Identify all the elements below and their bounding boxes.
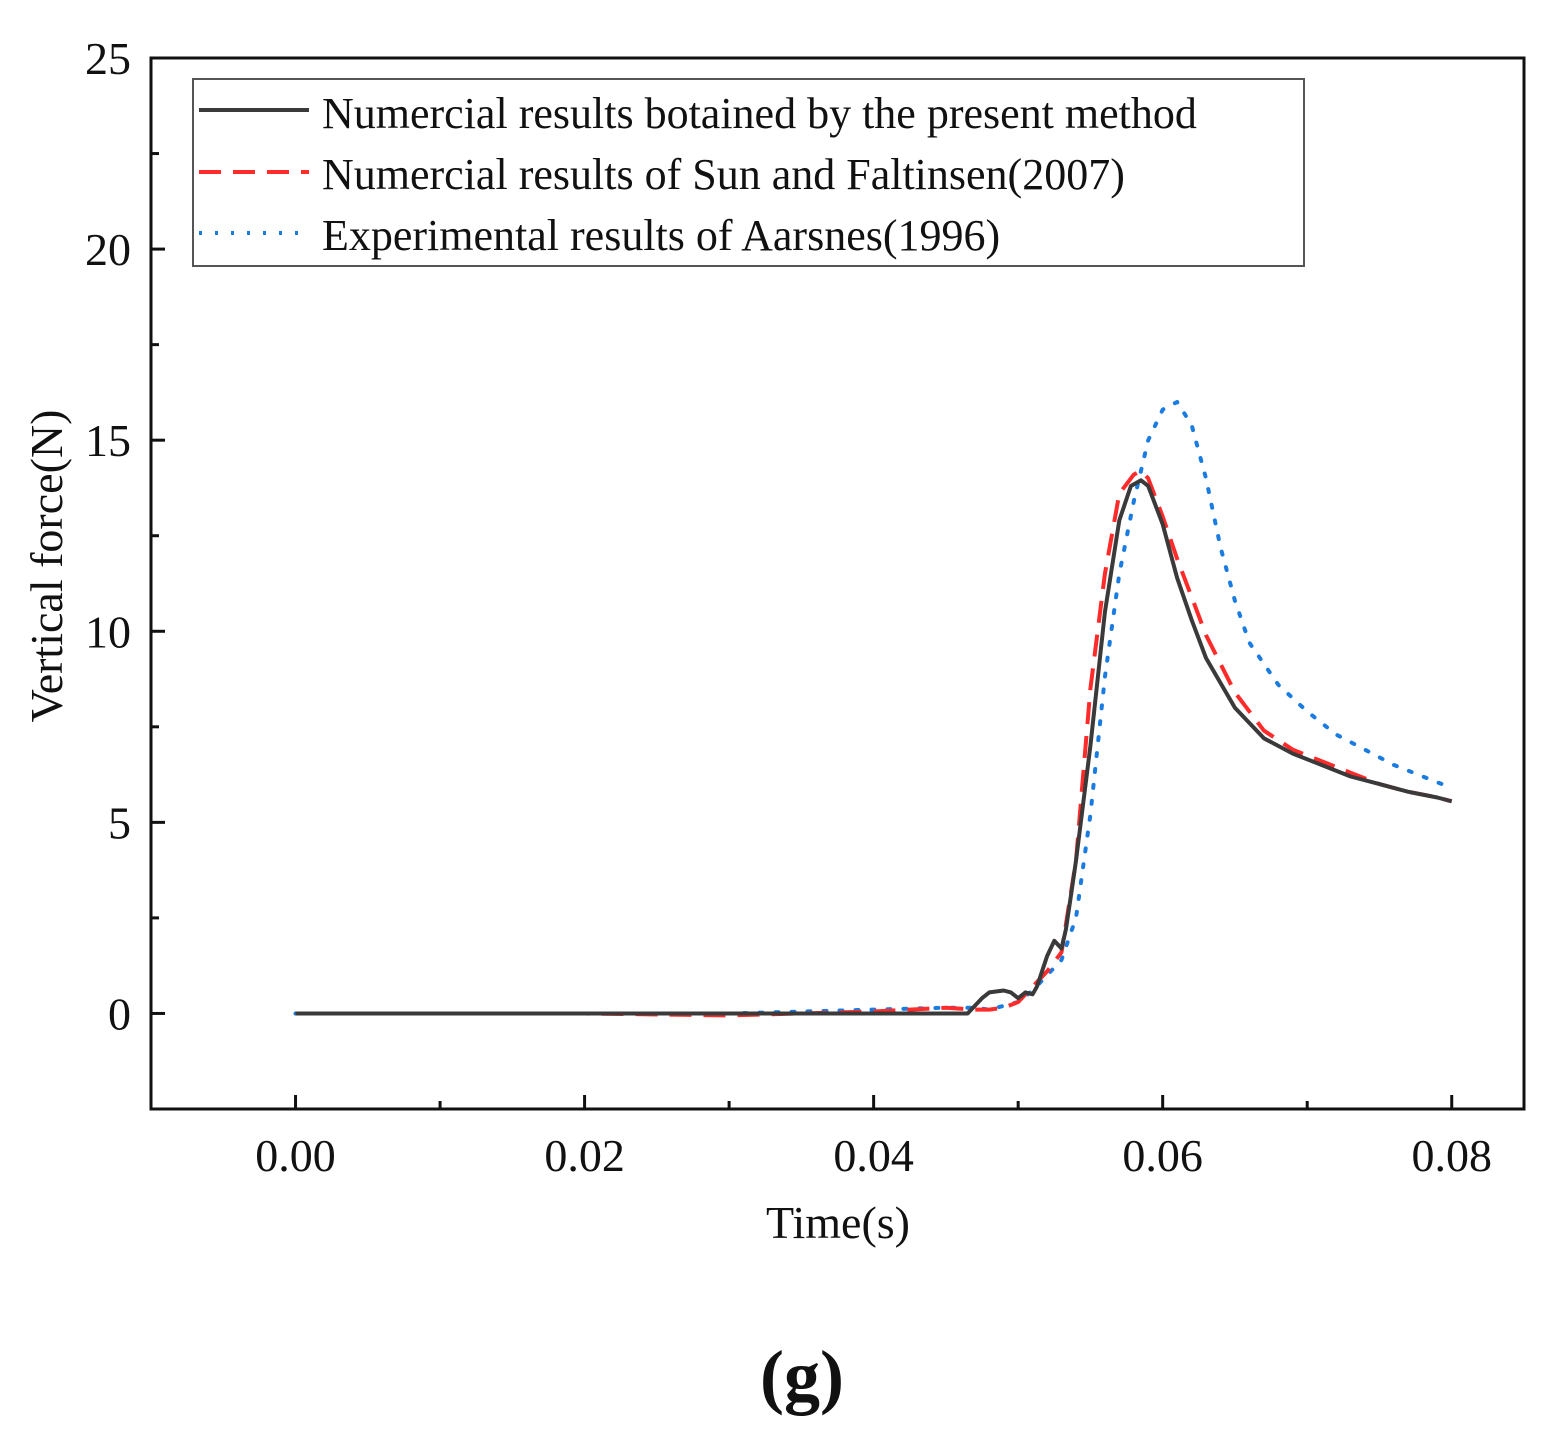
y-tick-label: 5 bbox=[108, 797, 131, 848]
y-tick-label: 25 bbox=[85, 33, 131, 84]
series-line-aarsnes bbox=[293, 400, 1454, 1016]
y-tick-label: 10 bbox=[85, 606, 131, 657]
series-layer bbox=[293, 400, 1454, 1018]
y-tick-label: 15 bbox=[85, 415, 131, 466]
legend-box bbox=[192, 78, 1305, 267]
legend-label-present-method: Numercial results botained by the presen… bbox=[322, 89, 1197, 138]
series-line-present-method bbox=[295, 478, 1453, 1016]
y-tick-label: 0 bbox=[108, 988, 131, 1039]
y-axis-title: Vertical force(N) bbox=[21, 410, 72, 723]
x-axis-title: Time(s) bbox=[766, 1197, 910, 1248]
x-tick-label: 0.06 bbox=[1122, 1130, 1203, 1181]
legend: Numercial results botained by the presen… bbox=[192, 78, 1305, 267]
x-axis-ticks: 0.00 0.02 0.04 0.06 0.08 bbox=[255, 1095, 1492, 1181]
plot-frame bbox=[149, 56, 1526, 1111]
legend-label-aarsnes: Experimental results of Aarsnes(1996) bbox=[322, 211, 1000, 260]
x-tick-label: 0.04 bbox=[833, 1130, 914, 1181]
series-line-sun-faltinsen bbox=[295, 468, 1453, 1018]
y-tick-label: 20 bbox=[85, 224, 131, 275]
x-tick-label: 0.08 bbox=[1411, 1130, 1492, 1181]
panel-label: (g) bbox=[760, 1336, 844, 1416]
legend-label-sun-faltinsen: Numercial results of Sun and Faltinsen(2… bbox=[322, 150, 1125, 199]
x-tick-label: 0.00 bbox=[255, 1130, 336, 1181]
x-tick-label: 0.02 bbox=[544, 1130, 625, 1181]
y-axis-ticks: 0 5 10 15 20 25 bbox=[85, 33, 165, 1039]
